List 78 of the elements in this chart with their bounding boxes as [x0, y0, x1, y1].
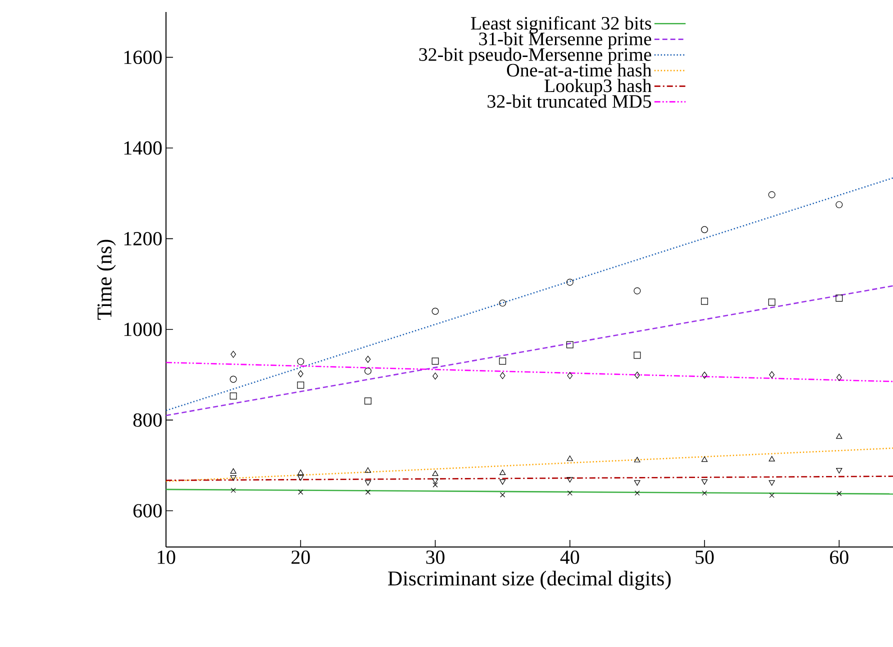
point — [634, 456, 640, 462]
legend-label: 32-bit truncated MD5 — [488, 94, 652, 108]
point — [500, 470, 506, 475]
point — [432, 308, 439, 315]
point — [701, 226, 708, 234]
point — [702, 490, 708, 496]
point — [634, 352, 641, 359]
point — [499, 358, 506, 365]
point — [836, 374, 842, 381]
point — [701, 298, 708, 305]
y-axis-title: Time (ns) — [96, 240, 116, 320]
x-tick-label: 30 — [426, 550, 444, 564]
point — [230, 392, 237, 400]
point — [364, 480, 372, 486]
point — [836, 294, 843, 302]
point — [230, 475, 236, 481]
y-tick-label: 1000 — [124, 322, 162, 336]
point — [230, 376, 237, 383]
point — [769, 371, 775, 378]
point — [634, 490, 640, 496]
point — [836, 490, 842, 496]
point — [634, 287, 641, 294]
y-tick-label: 600 — [133, 504, 162, 518]
point — [566, 477, 573, 482]
x-tick-label: 60 — [830, 550, 848, 564]
point — [297, 358, 304, 366]
point — [836, 468, 842, 474]
point — [836, 201, 843, 208]
x-tick-label: 50 — [696, 550, 714, 564]
point — [634, 372, 640, 379]
y-tick-label: 1400 — [124, 141, 162, 155]
point — [566, 456, 573, 461]
point — [298, 470, 304, 475]
point — [432, 482, 438, 488]
point — [230, 468, 236, 474]
point — [432, 478, 438, 484]
x-axis-title: Discriminant size (decimal digits) — [388, 570, 671, 590]
point — [297, 382, 304, 389]
point — [768, 191, 776, 198]
x-tick-label: 40 — [560, 550, 580, 564]
point — [768, 480, 775, 486]
point — [567, 490, 572, 496]
point — [567, 372, 573, 380]
point — [432, 372, 438, 380]
point — [230, 488, 236, 493]
point — [566, 278, 574, 286]
legend-label: 32-bit pseudo-Mersenne prime — [419, 48, 652, 65]
point — [836, 433, 842, 439]
point — [769, 492, 774, 498]
point — [500, 492, 506, 498]
point — [566, 341, 574, 348]
legend-label: One-at-a-time hash — [506, 63, 652, 77]
y-tick-label: 1200 — [124, 232, 162, 246]
point — [298, 490, 304, 495]
legend-label: Lookup3 hash — [544, 78, 652, 96]
point — [432, 358, 439, 365]
point — [499, 300, 506, 307]
point — [634, 480, 640, 486]
y-tick-label: 1600 — [124, 50, 162, 64]
point — [364, 368, 372, 375]
point — [701, 456, 708, 462]
point — [768, 298, 776, 306]
point — [298, 370, 304, 378]
point — [364, 398, 372, 404]
x-tick-label: 20 — [292, 550, 310, 564]
point — [365, 490, 370, 495]
point — [500, 479, 506, 485]
y-tick-label: 800 — [133, 413, 162, 427]
point — [364, 467, 372, 473]
point — [432, 470, 438, 476]
point — [365, 356, 371, 363]
x-tick-label: 10 — [158, 550, 176, 564]
point — [230, 350, 236, 358]
point — [701, 479, 708, 485]
point — [768, 456, 775, 462]
point — [702, 372, 708, 379]
point — [500, 372, 506, 380]
point — [298, 475, 304, 481]
